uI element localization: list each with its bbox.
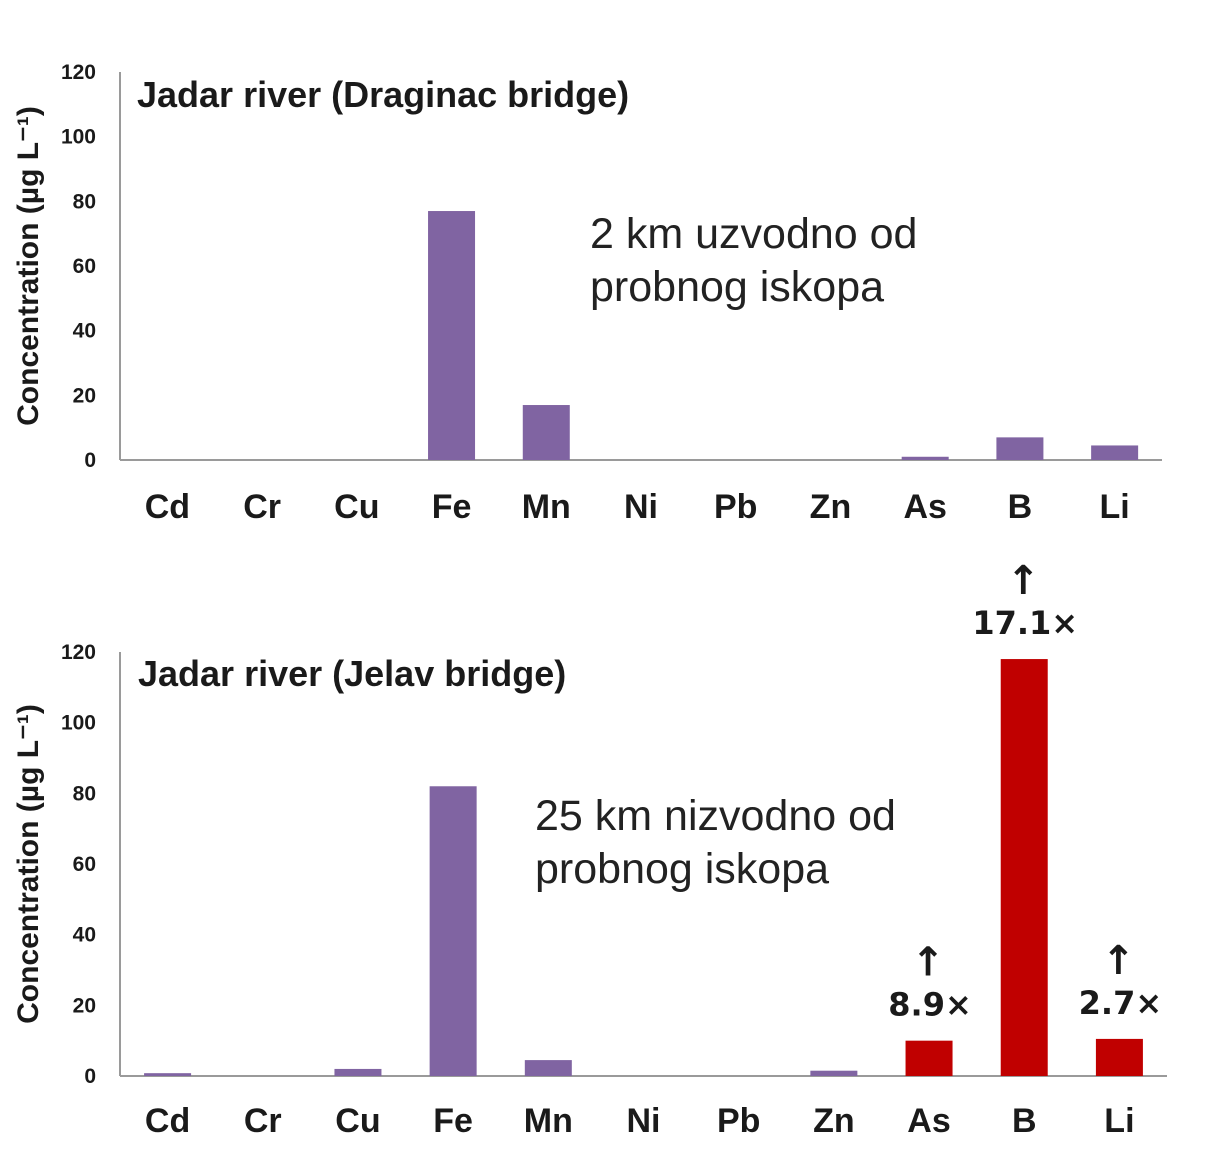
y-tick-label: 0 xyxy=(84,449,96,472)
x-tick-label: Zn xyxy=(813,1102,855,1140)
x-tick-label: Mn xyxy=(522,488,571,526)
x-tick-label: Pb xyxy=(714,488,757,526)
bar-cd xyxy=(144,1073,192,1076)
x-tick-label: Zn xyxy=(810,488,852,526)
x-tick-label: Cu xyxy=(334,488,379,526)
x-tick-label: Mn xyxy=(524,1102,573,1140)
y-tick-label: 20 xyxy=(73,384,96,407)
location-note-line: 2 km uzvodno od xyxy=(590,210,917,258)
bar-zn xyxy=(810,1070,858,1076)
x-tick-label: Cd xyxy=(145,488,190,526)
location-note-line: 25 km nizvodno od xyxy=(535,792,896,840)
y-tick-label: 80 xyxy=(73,782,96,805)
x-tick-label: Ni xyxy=(624,488,658,526)
x-tick-label: Cd xyxy=(145,1102,190,1140)
x-tick-label: Ni xyxy=(627,1102,661,1140)
x-tick-label: Cr xyxy=(243,488,281,526)
up-arrow-icon: ↑ xyxy=(1006,558,1040,604)
y-tick-label: 120 xyxy=(61,641,96,664)
up-arrow-icon: ↑ xyxy=(911,940,945,986)
x-tick-label: Cu xyxy=(335,1102,380,1140)
increase-factor-label: 17.1× xyxy=(972,604,1078,642)
bar-as xyxy=(901,456,949,460)
bar-fe xyxy=(428,211,476,460)
x-tick-label: Li xyxy=(1100,488,1130,526)
y-tick-label: 60 xyxy=(73,853,96,876)
chart-panel-jelav: 0 20 40 60 80 100 120 Concentration (µg L⁻¹) Jad… xyxy=(12,558,1167,1140)
y-tick-label: 60 xyxy=(73,255,96,278)
y-tick-label: 120 xyxy=(61,61,96,84)
location-note-line: probnog iskopa xyxy=(590,263,884,311)
increase-factor-label: 8.9× xyxy=(888,986,972,1024)
x-tick-label: Pb xyxy=(717,1102,760,1140)
bar-cu xyxy=(334,1068,382,1076)
y-tick-label: 0 xyxy=(84,1065,96,1088)
y-tick-label: 40 xyxy=(73,320,96,343)
bar-mn xyxy=(522,405,570,460)
bar-fe xyxy=(429,786,477,1076)
y-tick-label: 80 xyxy=(73,190,96,213)
x-tick-label: As xyxy=(903,488,946,526)
chart-title: Jadar river (Jelav bridge) xyxy=(138,653,566,694)
y-axis-label: Concentration (µg L⁻¹) xyxy=(12,106,45,426)
y-tick-label: 20 xyxy=(73,994,96,1017)
x-tick-label: Li xyxy=(1104,1102,1134,1140)
x-tick-label: Fe xyxy=(432,488,472,526)
y-tick-label: 40 xyxy=(73,924,96,947)
y-tick-label: 100 xyxy=(61,712,96,735)
x-tick-label: Fe xyxy=(433,1102,473,1140)
bar-mn xyxy=(524,1060,572,1076)
x-tick-label: As xyxy=(907,1102,950,1140)
up-arrow-icon: ↑ xyxy=(1102,938,1136,984)
increase-factor-label: 2.7× xyxy=(1079,984,1163,1022)
bar-as xyxy=(905,1040,953,1076)
x-tick-label: B xyxy=(1012,1102,1037,1140)
location-note-line: probnog iskopa xyxy=(535,845,829,893)
y-tick-label: 100 xyxy=(61,126,96,149)
bar-b xyxy=(996,437,1044,460)
bar-li xyxy=(1091,445,1139,460)
chart-panel-draginac: 0 20 40 60 80 100 120 Concentration (µg L⁻¹) Jad… xyxy=(12,61,1162,526)
bar-b xyxy=(1000,659,1048,1076)
bar-li xyxy=(1095,1038,1143,1076)
y-axis-label: Concentration (µg L⁻¹) xyxy=(12,704,45,1024)
chart-title: Jadar river (Draginac bridge) xyxy=(137,74,629,115)
x-tick-label: Cr xyxy=(244,1102,282,1140)
x-tick-label: B xyxy=(1008,488,1033,526)
